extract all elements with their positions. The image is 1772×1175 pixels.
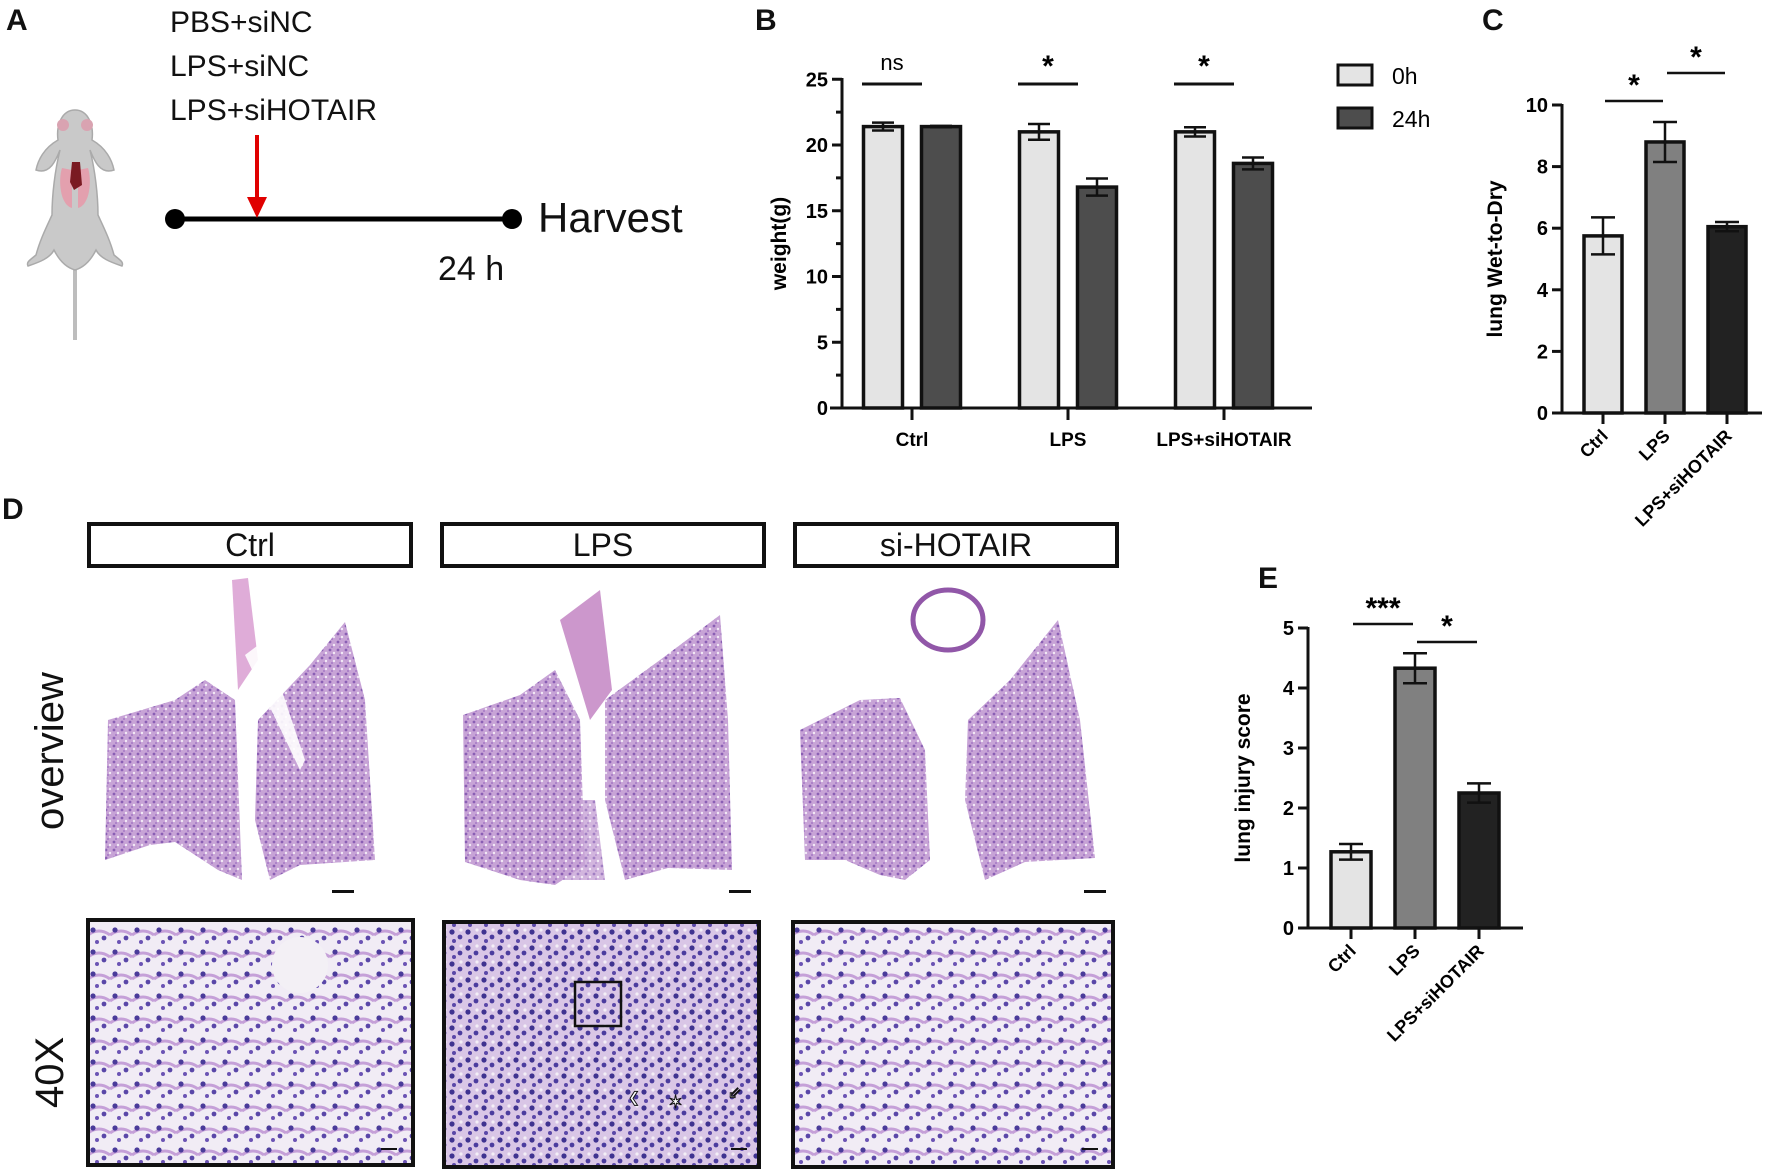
svg-text:***: *** [1365, 592, 1400, 625]
svg-text:6: 6 [1537, 218, 1548, 240]
overview-image-si-hotair [800, 587, 1106, 893]
svg-text:5: 5 [1283, 618, 1294, 640]
svg-text:15: 15 [806, 201, 828, 223]
svg-text:20: 20 [806, 135, 828, 157]
svg-text:24h: 24h [1392, 106, 1430, 132]
svg-text:*: * [1042, 50, 1054, 83]
micro-image-si-hotair[interactable] [791, 920, 1115, 1169]
column-header-si-hotair: si-HOTAIR [793, 522, 1119, 568]
timeline-start-dot [165, 209, 185, 229]
svg-text:LPS: LPS [1385, 941, 1424, 980]
svg-text:0: 0 [1537, 403, 1548, 425]
svg-text:10: 10 [1526, 95, 1548, 117]
panel-a-letter: A [6, 4, 28, 37]
svg-text:2: 2 [1537, 341, 1548, 363]
timeline-diagram [26, 109, 522, 340]
svg-text:4: 4 [1537, 280, 1549, 302]
overview-image-lps [463, 590, 751, 893]
svg-text:8: 8 [1537, 157, 1548, 179]
marker-star-icon: ✶ [668, 1092, 683, 1112]
panel-e-letter: E [1258, 562, 1279, 595]
timeline-end-dot [502, 209, 522, 229]
svg-text:*: * [1628, 69, 1640, 102]
svg-text:0: 0 [817, 398, 828, 420]
svg-text:*: * [1198, 50, 1210, 83]
duration-label: 24 h [438, 250, 505, 288]
svg-text:25: 25 [806, 69, 828, 91]
column-header-lps: LPS [440, 522, 766, 568]
harvest-label: Harvest [538, 194, 683, 241]
marker-arrow-icon: ⇙ [728, 1085, 741, 1102]
svg-text:1: 1 [1283, 858, 1294, 880]
svg-text:LPS+siHOTAIR: LPS+siHOTAIR [1156, 430, 1292, 451]
svg-text:Ctrl: Ctrl [1324, 941, 1360, 977]
group-label-3: LPS+siHOTAIR [170, 94, 377, 127]
svg-text:0h: 0h [1392, 63, 1418, 89]
svg-text:3: 3 [1283, 738, 1294, 760]
svg-text:weight(g): weight(g) [768, 197, 791, 291]
svg-text:LPS: LPS [1050, 430, 1087, 451]
panel-b-letter: B [755, 4, 777, 37]
overview-image-ctrl [105, 578, 375, 893]
panel-d-letter: D [2, 493, 24, 526]
micro-image-ctrl[interactable] [86, 918, 415, 1167]
svg-text:*: * [1690, 41, 1702, 74]
weight-bar-chart: 0 5 10 15 20 25 weight(g) Ctrl ns LPS * LPS+siHOTAI… [768, 50, 1430, 451]
marker-arrowhead-icon: ❮ [628, 1089, 640, 1106]
svg-text:2: 2 [1283, 798, 1294, 820]
svg-text:lung injury score: lung injury score [1232, 693, 1255, 862]
svg-text:4: 4 [1283, 678, 1295, 700]
svg-text:lung Wet-to-Dry: lung Wet-to-Dry [1484, 180, 1507, 337]
group-label-1: PBS+siNC [170, 6, 313, 39]
mouse-icon [26, 109, 124, 340]
svg-text:ns: ns [880, 50, 903, 75]
micro-image-lps[interactable]: ❮ ✶ ⇙ [442, 920, 761, 1169]
panel-c-letter: C [1482, 4, 1504, 37]
svg-text:Ctrl: Ctrl [896, 430, 929, 451]
injection-arrow-icon [247, 135, 267, 218]
group-label-2: LPS+siNC [170, 50, 310, 83]
histology-images: ❮ ✶ ⇙ [86, 578, 1115, 1169]
svg-text:0: 0 [1283, 918, 1294, 940]
column-header-ctrl: Ctrl [87, 522, 413, 568]
inset-box [573, 980, 623, 1028]
svg-text:10: 10 [806, 267, 828, 289]
svg-text:5: 5 [817, 332, 828, 354]
svg-text:*: * [1441, 610, 1453, 643]
